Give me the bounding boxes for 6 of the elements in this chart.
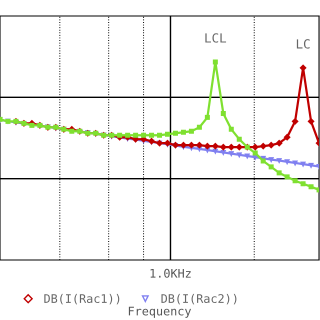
x-axis-title: Frequency xyxy=(128,306,192,318)
annotation: LC xyxy=(296,39,310,49)
legend-label: DB(I(Rac1)) xyxy=(44,294,120,304)
text: 1.0KHz xyxy=(150,268,191,278)
legend-label: DB(I(Rac2)) xyxy=(161,294,236,304)
annotation: LCL xyxy=(205,33,226,43)
